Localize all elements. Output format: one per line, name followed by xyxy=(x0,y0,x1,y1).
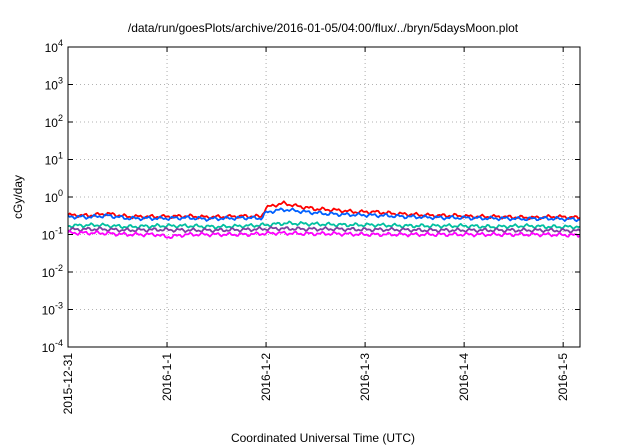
x-axis-label: Coordinated Universal Time (UTC) xyxy=(231,431,415,445)
x-tick-label: 2016-1-3 xyxy=(358,353,372,401)
series-line xyxy=(67,220,581,230)
y-tick-label: 104 xyxy=(45,38,63,55)
y-tick-label: 10-2 xyxy=(42,263,63,280)
x-tick-label: 2016-1-5 xyxy=(556,353,570,401)
grid xyxy=(68,47,580,347)
y-tick-label: 100 xyxy=(45,188,63,205)
y-tick-label: 10-1 xyxy=(42,226,63,243)
x-tick-label: 2015-12-31 xyxy=(61,353,75,415)
y-tick-label: 103 xyxy=(45,76,63,93)
y-axis: 104 103 102 101 100 10-1 10-2 10-3 10-4 xyxy=(42,38,580,355)
series-line xyxy=(67,200,581,221)
x-axis: 2015-12-31 2016-1-1 2016-1-2 2016-1-3 2016-1… xyxy=(61,47,570,414)
series-line xyxy=(67,229,581,240)
series-line xyxy=(67,226,581,234)
x-tick-label: 2016-1-2 xyxy=(259,353,273,401)
y-tick-label: 10-3 xyxy=(42,301,63,318)
y-tick-label: 101 xyxy=(45,151,63,168)
series-group xyxy=(67,200,581,240)
x-tick-label: 2016-1-1 xyxy=(160,353,174,401)
y-tick-label: 102 xyxy=(45,113,63,130)
series-line xyxy=(67,207,581,223)
x-tick-label: 2016-1-4 xyxy=(457,353,471,401)
y-tick-label: 10-4 xyxy=(42,338,63,355)
y-axis-label: cGy/day xyxy=(11,175,25,219)
chart-title: /data/run/goesPlots/archive/2016-01-05/0… xyxy=(128,21,519,35)
